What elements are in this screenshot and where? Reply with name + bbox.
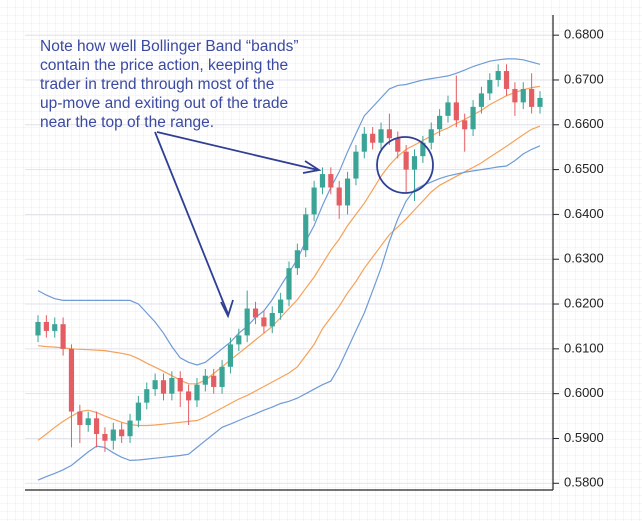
candle-body — [52, 324, 58, 331]
candle-body — [336, 187, 342, 206]
y-tick-label: 0.6800 — [564, 27, 604, 42]
candle-body — [244, 308, 250, 336]
indicator-line — [37, 145, 541, 481]
candle-body — [169, 377, 175, 394]
grid — [25, 34, 553, 484]
y-tick-label: 0.6700 — [564, 71, 604, 86]
candle-body — [537, 97, 543, 107]
indicator-line — [37, 125, 541, 441]
annotation-line: trader in trend through most of the — [40, 76, 274, 93]
arrow-line — [156, 131, 319, 171]
candle-body — [361, 133, 367, 152]
candle-body — [252, 308, 259, 318]
candle-body — [453, 102, 459, 121]
candle-body — [160, 380, 167, 394]
candle-body — [135, 402, 141, 421]
candle-body — [395, 138, 401, 152]
candle-body — [470, 106, 476, 130]
candle-body — [487, 79, 493, 94]
candle-body — [102, 433, 108, 441]
candle-body — [286, 268, 292, 300]
candle-body — [512, 88, 518, 103]
y-tick-label: 0.6100 — [564, 340, 604, 355]
candle-body — [503, 71, 510, 89]
candle-body — [35, 321, 41, 336]
candle-body — [152, 380, 158, 390]
y-tick-label: 0.6600 — [564, 116, 604, 131]
candle-body — [278, 299, 284, 313]
candle-body — [194, 384, 200, 401]
annotation: Note how well Bollinger Band “bands” cont… — [40, 38, 298, 131]
candle-body — [219, 366, 225, 387]
arrow-head — [220, 299, 234, 319]
candle-body — [144, 389, 150, 403]
candle-body — [353, 151, 359, 179]
candle-body — [127, 420, 133, 437]
y-tick-label: 0.5900 — [564, 430, 604, 445]
candle-body — [311, 187, 317, 215]
candle-body — [303, 214, 309, 251]
candle-body — [403, 151, 409, 170]
candle-body — [77, 411, 83, 426]
candle-body — [119, 429, 125, 437]
candle-body — [60, 324, 66, 349]
candle-body — [462, 120, 468, 130]
candle-body — [319, 174, 326, 188]
candle-body — [520, 88, 526, 103]
annotation-line: near the top of the range. — [40, 114, 214, 131]
candle-body — [478, 93, 485, 107]
highlight-circle — [376, 136, 434, 194]
candle-body — [437, 115, 443, 130]
annotation-arrows — [154, 131, 434, 319]
candle-body — [328, 174, 334, 188]
y-axis-ticks: 0.5800 0.5900 0.6000 0.6100 0.6200 0.6300 0.64… — [553, 27, 604, 490]
candle-body — [186, 391, 192, 401]
candle-body — [344, 178, 351, 206]
candle-body — [294, 250, 300, 269]
candle-body — [177, 377, 183, 392]
candle-body — [261, 317, 267, 327]
y-tick-label: 0.6500 — [564, 161, 604, 176]
candle-body — [529, 88, 535, 107]
candle-body — [202, 375, 208, 385]
candle-body — [370, 133, 376, 143]
candle-body — [420, 142, 426, 157]
annotation-line: up-move and exiting out of the trade — [40, 95, 288, 112]
candle-body — [85, 418, 91, 426]
candle-body — [445, 102, 451, 116]
y-tick-label: 0.6000 — [564, 385, 604, 400]
annotation-line: contain the price action, keeping the — [40, 57, 288, 74]
candle-body — [227, 344, 234, 367]
candle-body — [428, 129, 434, 143]
candle-body — [378, 129, 384, 143]
candle-body — [236, 335, 242, 345]
candles — [35, 64, 543, 452]
y-tick-label: 0.6200 — [564, 295, 604, 310]
candle-body — [43, 321, 49, 331]
y-tick-label: 0.6400 — [564, 206, 604, 221]
candle-body — [93, 418, 100, 434]
candle-body — [68, 348, 75, 412]
y-tick-label: 0.6300 — [564, 251, 604, 266]
candle-body — [269, 312, 275, 327]
candle-body — [411, 156, 418, 170]
annotation-line: Note how well Bollinger Band “bands” — [40, 38, 298, 55]
y-tick-label: 0.5800 — [564, 475, 604, 490]
candle-body — [110, 429, 116, 441]
candle-body — [495, 71, 501, 80]
arrow-head — [302, 160, 322, 174]
arrow-line — [154, 131, 229, 315]
candle-body — [211, 375, 217, 387]
candle-body — [386, 129, 392, 139]
